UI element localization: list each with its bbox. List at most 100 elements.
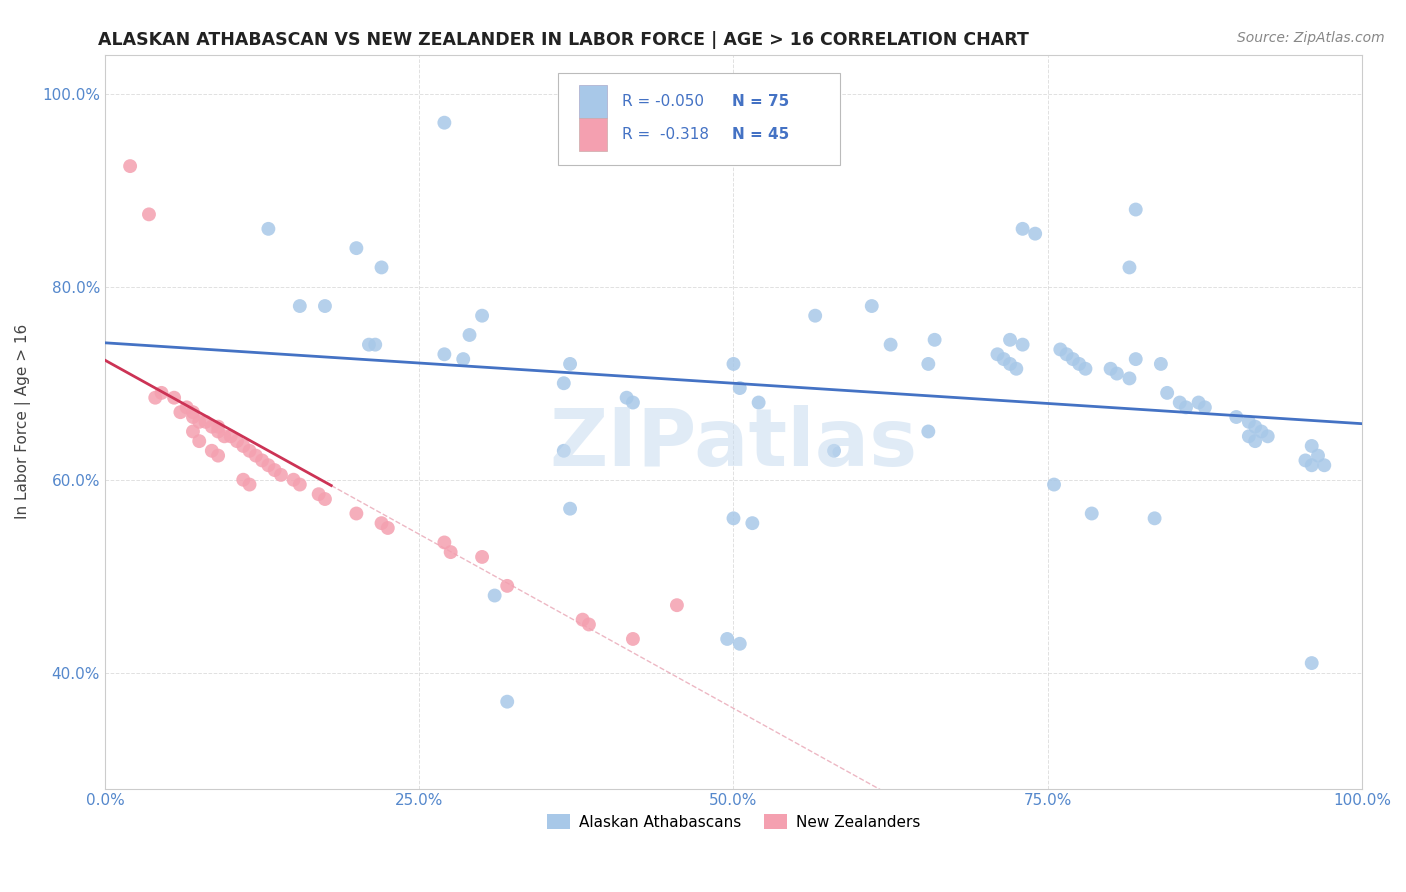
Point xyxy=(283,473,305,487)
Point xyxy=(181,425,204,439)
Point xyxy=(219,429,242,443)
Point xyxy=(238,443,260,458)
Point xyxy=(138,207,160,221)
Point xyxy=(748,395,770,409)
Point xyxy=(263,463,285,477)
Point xyxy=(986,347,1008,361)
Point xyxy=(344,507,367,521)
Point xyxy=(270,467,292,482)
Point xyxy=(578,617,600,632)
Point xyxy=(728,637,751,651)
Point xyxy=(553,376,575,391)
Point xyxy=(257,222,280,236)
Point xyxy=(1118,371,1140,385)
Point xyxy=(214,429,236,443)
Point xyxy=(238,477,260,491)
Point xyxy=(201,419,224,434)
Point xyxy=(314,299,336,313)
Text: N = 45: N = 45 xyxy=(733,127,790,142)
Point xyxy=(451,352,474,367)
Point xyxy=(357,337,380,351)
Point xyxy=(181,405,204,419)
Point xyxy=(1125,202,1147,217)
Point xyxy=(1301,439,1323,453)
Point xyxy=(723,511,745,525)
Text: ZIPatlas: ZIPatlas xyxy=(550,405,918,483)
Point xyxy=(377,521,399,535)
Point xyxy=(924,333,946,347)
Point xyxy=(1301,458,1323,473)
Point xyxy=(181,409,204,424)
Point xyxy=(1011,222,1033,236)
Point xyxy=(1150,357,1173,371)
Point xyxy=(163,391,186,405)
Point xyxy=(558,357,581,371)
Point xyxy=(1257,429,1279,443)
Point xyxy=(188,415,211,429)
Point xyxy=(1194,401,1216,415)
Point xyxy=(1105,367,1128,381)
Point xyxy=(1118,260,1140,275)
Y-axis label: In Labor Force | Age > 16: In Labor Force | Age > 16 xyxy=(15,324,31,519)
Point xyxy=(553,443,575,458)
Point xyxy=(370,516,392,530)
Point xyxy=(120,159,142,173)
Point xyxy=(1005,361,1028,376)
Point xyxy=(1099,361,1122,376)
Point xyxy=(1237,415,1260,429)
Point xyxy=(364,337,387,351)
Point xyxy=(169,405,191,419)
Text: R =  -0.318: R = -0.318 xyxy=(621,127,709,142)
Point xyxy=(496,695,519,709)
Point xyxy=(1187,395,1209,409)
Point xyxy=(1294,453,1316,467)
Point xyxy=(621,632,644,646)
Point xyxy=(1125,352,1147,367)
Point xyxy=(150,385,173,400)
Point xyxy=(288,477,311,491)
Point xyxy=(1237,429,1260,443)
Point xyxy=(728,381,751,395)
Point xyxy=(917,425,939,439)
Point xyxy=(1143,511,1166,525)
Point xyxy=(440,545,463,559)
Point xyxy=(207,449,229,463)
Point xyxy=(741,516,763,530)
Point xyxy=(370,260,392,275)
Point xyxy=(257,458,280,473)
Point xyxy=(716,632,738,646)
Point xyxy=(1056,347,1078,361)
Point xyxy=(201,443,224,458)
FancyBboxPatch shape xyxy=(579,85,606,118)
Point xyxy=(558,501,581,516)
Point xyxy=(344,241,367,255)
Point xyxy=(314,491,336,506)
Point xyxy=(917,357,939,371)
Point xyxy=(1080,507,1102,521)
Point xyxy=(232,439,254,453)
Point xyxy=(245,449,267,463)
Point xyxy=(188,434,211,449)
Point xyxy=(993,352,1015,367)
Point xyxy=(458,328,481,343)
Point xyxy=(1062,352,1084,367)
Point xyxy=(1306,449,1329,463)
Point xyxy=(998,357,1021,371)
Text: R = -0.050: R = -0.050 xyxy=(621,94,703,109)
FancyBboxPatch shape xyxy=(579,118,606,151)
Point xyxy=(1225,409,1247,424)
Point xyxy=(1043,477,1066,491)
Point xyxy=(1301,656,1323,670)
Point xyxy=(433,535,456,549)
Point xyxy=(1069,357,1091,371)
Point xyxy=(723,357,745,371)
Point xyxy=(471,309,494,323)
Point xyxy=(1244,434,1267,449)
Point xyxy=(860,299,883,313)
Point xyxy=(207,419,229,434)
Point xyxy=(471,549,494,564)
Point xyxy=(1049,343,1071,357)
Point xyxy=(1024,227,1046,241)
Point xyxy=(308,487,330,501)
Point xyxy=(1313,458,1336,473)
